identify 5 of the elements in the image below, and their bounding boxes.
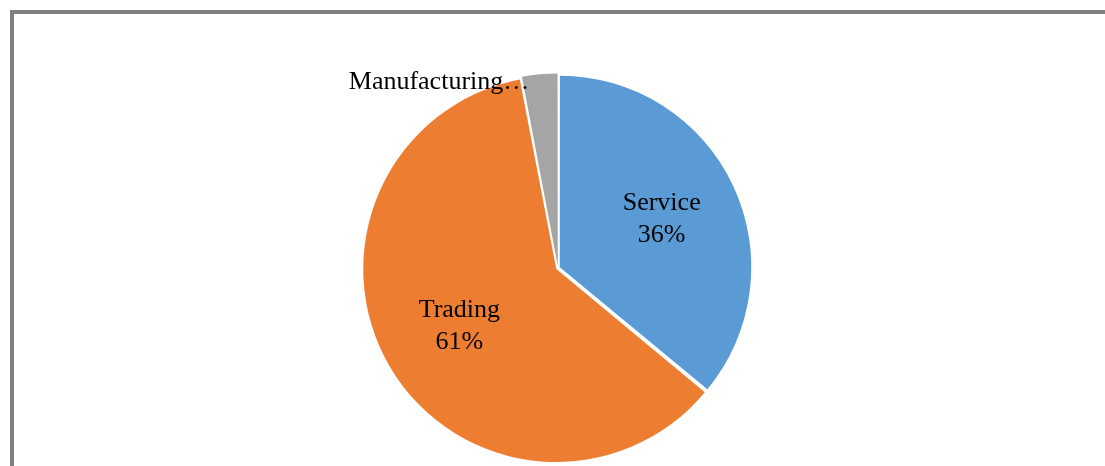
slice-label: Service: [622, 187, 701, 217]
slice-label: Manufacturing…: [348, 65, 530, 95]
data-label: 36%: [637, 219, 686, 249]
data-label: 61%: [435, 326, 484, 356]
slice-label: Trading: [418, 294, 501, 324]
